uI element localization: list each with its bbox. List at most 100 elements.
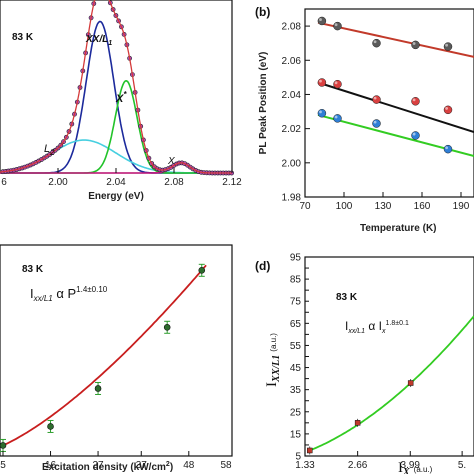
point-b-2-0 xyxy=(317,109,327,118)
x-tick-label-b-1: 100 xyxy=(336,201,353,212)
peak-label-xx-l1: XX/L1 xyxy=(85,34,112,47)
y-tick-label-b-0: 1.98 xyxy=(282,193,302,204)
y-tick-label-b-3: 2.04 xyxy=(282,90,302,101)
point-b-1-3-body xyxy=(411,97,420,106)
panel-d-label: (d) xyxy=(255,259,270,273)
point-b-1-4-shine xyxy=(445,107,448,110)
y-tick-label-d-4: 25 xyxy=(290,407,302,418)
y-tick-label-d-12: 65 xyxy=(290,319,302,330)
x-tick-label-c-3: 37 xyxy=(136,460,148,471)
y-tick-label-d-0: 5 xyxy=(295,452,301,463)
x-tick-label-a-3: 2.12 xyxy=(222,177,242,188)
panel-d-frame xyxy=(304,256,474,457)
panel-d-y-axis-label: IXX/L1(a.u.) xyxy=(264,333,282,387)
point-b-1-1-body xyxy=(333,79,342,89)
point-b-0-3 xyxy=(411,40,420,50)
point-b-0-2 xyxy=(372,38,381,48)
point-b-2-1-shine xyxy=(334,115,338,119)
fit-curve-d xyxy=(309,315,474,452)
panel-c-power-dependence: 5 16 27 37 48 58 83 K Ixx/L1 α P1.4±0.10 Exci… xyxy=(0,244,233,473)
x-tick-label-d-0: 1.33 xyxy=(295,460,315,471)
panel-a-annotation: 83 K xyxy=(12,32,34,43)
point-b-2-1 xyxy=(333,114,342,123)
panel-c-x-ticks: 5 16 27 37 48 58 xyxy=(0,451,233,471)
panel-c-formula: Ixx/L1 α P1.4±0.10 xyxy=(30,285,108,303)
point-c-4 xyxy=(198,267,206,274)
panel-b-fit-lines xyxy=(317,21,474,157)
point-b-2-2-shine xyxy=(373,120,377,124)
point-b-2-3 xyxy=(411,131,420,140)
panel-d-intensity-dependence: (d) 5 15 25 35 45 55 65 75 85 95 1.33 2.66 3.99 5. 83… xyxy=(255,253,474,474)
point-b-0-2-body xyxy=(372,38,381,48)
point-b-0-2-shine xyxy=(373,40,377,44)
x-tick-label-a-1: 2.04 xyxy=(106,177,126,188)
panel-c-frame xyxy=(0,244,233,457)
y-tick-label-d-6: 35 xyxy=(290,385,302,396)
x-tick-label-c-1: 16 xyxy=(45,460,57,471)
point-b-1-1-shine xyxy=(334,81,338,85)
point-b-1-3 xyxy=(411,97,420,106)
x-tick-label-d-1: 2.66 xyxy=(348,460,368,471)
point-b-2-2 xyxy=(372,119,381,128)
peak-label-l2: L2 xyxy=(44,143,55,157)
panel-c-data-points xyxy=(0,263,206,452)
panel-b-x-axis-label: Temperature (K) xyxy=(360,223,437,234)
point-b-0-1 xyxy=(333,21,342,31)
panel-d-ticks: 5 15 25 35 45 55 65 75 85 95 1.33 2.66 3.99 5. xyxy=(290,253,466,472)
fit-line-1 xyxy=(317,81,474,134)
panel-d-x-axis-label: IX (a.u.) xyxy=(398,460,433,474)
x-tick-label-b-2: 130 xyxy=(375,201,392,212)
x-tick-label-d-3: 5. xyxy=(458,460,466,471)
point-b-2-4 xyxy=(443,144,453,154)
panel-c-fit-curve xyxy=(2,264,207,447)
point-d-0 xyxy=(306,447,313,454)
panel-d-fit-curve xyxy=(309,315,474,452)
y-tick-label-b-4: 2.06 xyxy=(282,56,302,67)
point-b-1-3-shine xyxy=(412,98,416,102)
point-b-0-4 xyxy=(443,42,453,51)
y-tick-label-d-2: 15 xyxy=(290,429,302,440)
panel-b-label: (b) xyxy=(255,5,270,19)
point-b-1-2-body xyxy=(372,95,381,104)
x-tick-label-b-4: 190 xyxy=(453,201,470,212)
x-tick-label-c-4: 48 xyxy=(183,460,195,471)
y-tick-label-d-10: 55 xyxy=(290,341,302,352)
point-c-3 xyxy=(163,323,171,331)
point-b-0-0 xyxy=(317,16,327,26)
peak-label-x-star: X* xyxy=(115,90,127,105)
x-tick-label-d-2: 3.99 xyxy=(401,460,421,471)
panel-a-data-markers xyxy=(0,0,234,176)
panel-a-frame xyxy=(0,0,233,174)
x-tick-label-a-2: 2.08 xyxy=(164,177,184,188)
y-tick-label-d-14: 75 xyxy=(290,297,302,308)
point-b-2-0-shine xyxy=(319,110,322,114)
point-b-2-1-body xyxy=(333,114,342,123)
y-tick-label-b-5: 2.08 xyxy=(282,22,302,33)
point-d-1 xyxy=(354,420,361,426)
y-tick-label-d-8: 45 xyxy=(290,363,302,374)
point-b-2-0-body xyxy=(317,109,327,118)
x-tick-label-a-0: 2.00 xyxy=(48,177,68,188)
point-b-2-2-body xyxy=(372,119,381,128)
y-tick-label-d-16: 85 xyxy=(290,275,302,286)
point-b-0-3-body xyxy=(411,40,420,50)
panel-b-y-axis-label: PL Peak Position (eV) xyxy=(258,52,269,155)
y-tick-label-d-18: 95 xyxy=(290,253,302,264)
sum-fit-curve xyxy=(0,0,232,174)
point-b-2-3-shine xyxy=(412,132,416,136)
panel-d-formula: Ixx/L1 α Ix1.8±0.1 xyxy=(345,319,409,335)
panel-d-data-points xyxy=(306,379,414,455)
x-tick-label-b-0: 70 xyxy=(299,201,311,212)
point-b-2-4-body xyxy=(443,144,453,154)
point-b-1-0 xyxy=(317,78,327,87)
point-b-1-0-body xyxy=(317,78,327,87)
point-b-1-4-body xyxy=(443,105,453,115)
x-tick-label-c-2: 27 xyxy=(92,460,104,471)
y-tick-label-b-2: 2.02 xyxy=(282,124,302,135)
x-tick-label-b-3: 160 xyxy=(414,201,431,212)
panel-b-ticks: 1.98 2.00 2.02 2.04 2.06 2.08 70 100 130 160 190 xyxy=(282,22,470,212)
point-b-1-1 xyxy=(333,79,342,89)
point-d-2 xyxy=(407,380,414,386)
fit-line-0 xyxy=(317,21,474,58)
